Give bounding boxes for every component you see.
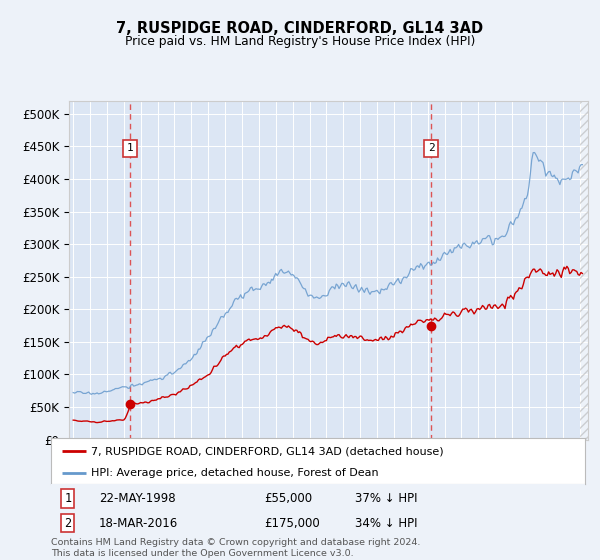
Text: 1: 1 xyxy=(127,143,133,153)
Text: £175,000: £175,000 xyxy=(265,516,320,530)
Text: HPI: Average price, detached house, Forest of Dean: HPI: Average price, detached house, Fore… xyxy=(91,468,379,478)
Text: 7, RUSPIDGE ROAD, CINDERFORD, GL14 3AD: 7, RUSPIDGE ROAD, CINDERFORD, GL14 3AD xyxy=(116,21,484,36)
Text: 1: 1 xyxy=(64,492,71,505)
Text: Price paid vs. HM Land Registry's House Price Index (HPI): Price paid vs. HM Land Registry's House … xyxy=(125,35,475,48)
Text: 2: 2 xyxy=(428,143,434,153)
Text: 2: 2 xyxy=(64,516,71,530)
Text: 7, RUSPIDGE ROAD, CINDERFORD, GL14 3AD (detached house): 7, RUSPIDGE ROAD, CINDERFORD, GL14 3AD (… xyxy=(91,446,443,456)
Text: 34% ↓ HPI: 34% ↓ HPI xyxy=(355,516,418,530)
Text: 18-MAR-2016: 18-MAR-2016 xyxy=(99,516,178,530)
Text: 22-MAY-1998: 22-MAY-1998 xyxy=(99,492,176,505)
Text: £55,000: £55,000 xyxy=(265,492,313,505)
Text: Contains HM Land Registry data © Crown copyright and database right 2024.
This d: Contains HM Land Registry data © Crown c… xyxy=(51,538,421,558)
Text: 37% ↓ HPI: 37% ↓ HPI xyxy=(355,492,418,505)
